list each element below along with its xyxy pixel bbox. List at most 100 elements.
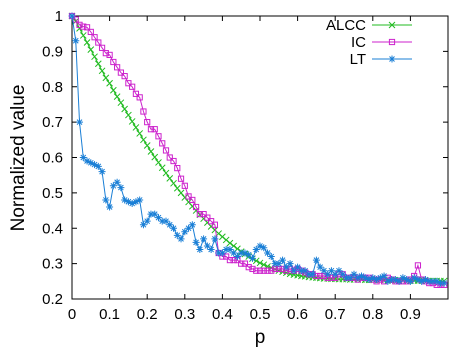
x-tick-label: 0.6 [287, 306, 308, 323]
data-point [327, 267, 335, 275]
legend-label: IC [351, 34, 366, 51]
data-point [429, 277, 437, 285]
data-point [309, 270, 317, 278]
data-point [192, 238, 200, 246]
data-point [72, 37, 80, 45]
data-point [391, 276, 399, 284]
data-point [324, 270, 332, 278]
data-point [264, 267, 271, 274]
data-point [114, 64, 121, 71]
data-point [83, 24, 91, 31]
x-tick-label: 0.2 [137, 306, 158, 323]
data-point [279, 256, 287, 264]
y-tick-label: 0.7 [42, 114, 63, 131]
data-point [174, 165, 181, 172]
data-point [95, 39, 102, 46]
data-point [286, 260, 294, 268]
series-layer [68, 12, 448, 288]
data-point [162, 217, 170, 225]
data-point [384, 277, 392, 285]
data-point [117, 69, 124, 76]
data-point [121, 73, 128, 80]
legend-label: LT [350, 51, 366, 68]
data-point [151, 210, 159, 218]
y-tick-label: 0.5 [42, 185, 63, 202]
x-tick-label: 0.3 [174, 306, 195, 323]
data-point [331, 270, 339, 278]
series-alcc [68, 12, 448, 285]
data-point [241, 249, 249, 257]
series-line [71, 15, 445, 284]
data-point [226, 256, 234, 264]
data-point [245, 251, 253, 259]
data-point [128, 118, 136, 125]
legend-marker [388, 21, 396, 29]
data-point [125, 111, 132, 119]
data-point [170, 157, 177, 165]
data-point [166, 175, 174, 182]
data-point [410, 274, 418, 282]
data-point [215, 249, 223, 257]
data-point [102, 50, 109, 57]
data-point [297, 267, 305, 275]
data-point [414, 262, 422, 269]
series-lt [68, 12, 448, 287]
data-point [129, 83, 136, 90]
x-tick-label: 0.5 [250, 306, 271, 323]
data-point [252, 245, 260, 253]
data-point [136, 130, 144, 137]
data-point [83, 157, 91, 165]
data-point [106, 51, 113, 59]
data-point [80, 23, 87, 30]
data-point [192, 203, 200, 211]
data-point [151, 153, 159, 161]
data-point [222, 245, 230, 253]
data-point [132, 198, 140, 206]
data-point [106, 79, 113, 87]
data-point [87, 159, 95, 167]
data-point [204, 214, 211, 221]
data-point [113, 178, 121, 186]
data-point [173, 184, 181, 192]
data-point [106, 203, 114, 211]
data-point [113, 93, 121, 101]
data-point [76, 21, 83, 28]
data-point [290, 267, 298, 275]
data-point [256, 267, 264, 274]
data-point [196, 245, 204, 253]
data-point [354, 274, 362, 282]
data-point [200, 211, 207, 218]
x-tick-label: 0.9 [400, 306, 421, 323]
y-tick-label: 0.6 [42, 150, 63, 167]
data-point [72, 16, 79, 23]
data-point [139, 221, 147, 229]
data-point [226, 245, 234, 253]
data-point [140, 136, 147, 144]
data-point [181, 228, 189, 236]
data-point [121, 196, 129, 204]
data-point [248, 254, 256, 262]
data-point [380, 272, 388, 280]
data-point [271, 260, 279, 268]
data-point [339, 270, 347, 278]
data-point [136, 196, 144, 204]
data-point [91, 53, 98, 61]
data-point [346, 274, 354, 282]
x-tick-label: 0.8 [362, 306, 383, 323]
data-point [253, 267, 260, 274]
data-point [87, 46, 95, 53]
data-point [158, 217, 166, 225]
data-point [91, 34, 98, 41]
x-tick-label: 0 [68, 306, 76, 323]
data-point [207, 245, 215, 253]
data-point [140, 108, 147, 115]
y-tick-label: 1 [55, 8, 63, 25]
data-point [177, 175, 185, 182]
data-point [436, 279, 444, 287]
data-point [208, 218, 215, 225]
data-point [147, 126, 155, 133]
data-point [94, 60, 102, 68]
legend-label: ALCC [326, 17, 366, 34]
data-point [403, 276, 411, 284]
data-point [102, 74, 110, 82]
